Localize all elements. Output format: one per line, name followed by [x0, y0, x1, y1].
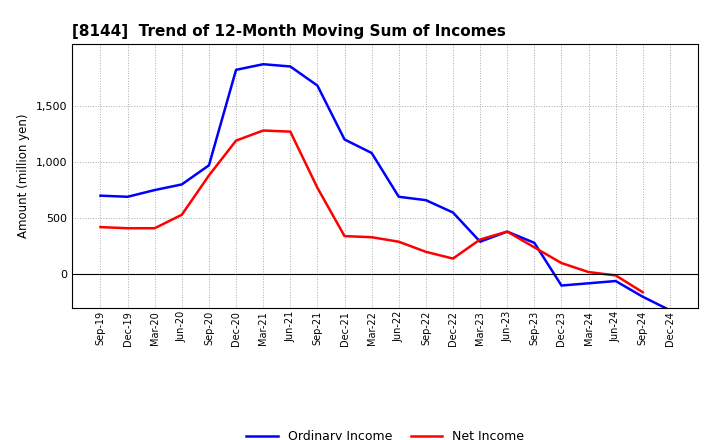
Ordinary Income [639, 294, 647, 299]
Ordinary Income [611, 279, 620, 284]
Ordinary Income [259, 62, 268, 67]
Ordinary Income [449, 210, 457, 215]
Ordinary Income [232, 67, 240, 73]
Net Income [123, 226, 132, 231]
Net Income [367, 235, 376, 240]
Ordinary Income [665, 308, 674, 313]
Text: [8144]  Trend of 12-Month Moving Sum of Incomes: [8144] Trend of 12-Month Moving Sum of I… [72, 24, 506, 39]
Ordinary Income [123, 194, 132, 199]
Net Income [421, 249, 430, 254]
Legend: Ordinary Income, Net Income: Ordinary Income, Net Income [241, 425, 529, 440]
Net Income [96, 224, 105, 230]
Ordinary Income [341, 137, 349, 142]
Net Income [259, 128, 268, 133]
Y-axis label: Amount (million yen): Amount (million yen) [17, 114, 30, 238]
Net Income [530, 245, 539, 250]
Ordinary Income [150, 187, 159, 193]
Line: Ordinary Income: Ordinary Income [101, 64, 670, 310]
Net Income [611, 273, 620, 278]
Ordinary Income [476, 239, 485, 244]
Net Income [341, 234, 349, 239]
Ordinary Income [421, 198, 430, 203]
Net Income [286, 129, 294, 134]
Net Income [584, 269, 593, 275]
Ordinary Income [178, 182, 186, 187]
Ordinary Income [204, 163, 213, 168]
Net Income [395, 239, 403, 244]
Net Income [476, 237, 485, 242]
Ordinary Income [313, 83, 322, 88]
Net Income [150, 226, 159, 231]
Ordinary Income [395, 194, 403, 199]
Ordinary Income [557, 283, 566, 288]
Net Income [503, 229, 511, 234]
Net Income [178, 212, 186, 217]
Line: Net Income: Net Income [101, 131, 643, 292]
Net Income [449, 256, 457, 261]
Ordinary Income [96, 193, 105, 198]
Net Income [639, 290, 647, 295]
Ordinary Income [584, 281, 593, 286]
Net Income [557, 260, 566, 266]
Net Income [204, 173, 213, 178]
Net Income [232, 138, 240, 143]
Net Income [313, 185, 322, 191]
Ordinary Income [530, 240, 539, 246]
Ordinary Income [286, 64, 294, 69]
Ordinary Income [367, 150, 376, 156]
Ordinary Income [503, 229, 511, 234]
